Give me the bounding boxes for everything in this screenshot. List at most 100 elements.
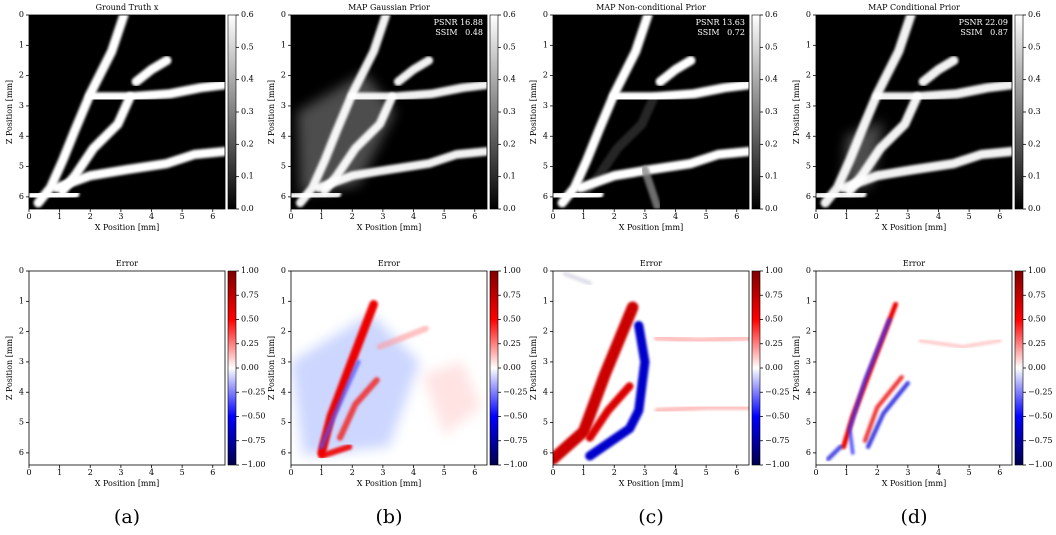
metric-annotation: PSNR 13.63: [696, 18, 745, 27]
x-tick-label: 0: [813, 468, 818, 477]
colorbar-tick-label: 0.75: [503, 290, 521, 299]
y-tick-label: 5: [19, 162, 24, 171]
colorbar: [751, 14, 761, 210]
y-tick-label: 1: [543, 296, 548, 305]
colorbar-tick-label: −0.50: [1028, 412, 1053, 421]
y-tick-label: 5: [19, 418, 24, 427]
colorbar-tick-label: 0.1: [1028, 172, 1041, 181]
x-tick-label: 2: [350, 212, 355, 221]
image: [553, 15, 749, 209]
panel-title: MAP Gaussian Prior: [348, 3, 430, 12]
y-tick-label: 0: [543, 266, 548, 275]
x-tick-label: 4: [936, 212, 941, 221]
x-tick-label: 6: [210, 212, 215, 221]
axes-frame: [815, 14, 1013, 210]
image-feature: [843, 121, 884, 191]
x-tick-label: 2: [88, 468, 93, 477]
y-tick-label: 5: [543, 162, 548, 171]
colorbar-tick-label: 0.50: [241, 315, 259, 324]
x-tick-label: 3: [380, 468, 385, 477]
panel: 0 1 2 3 4 5 6 0 1 2 3 4 5 6 MAP Gaussian Prior X Positi…: [267, 3, 516, 232]
image-feature: [51, 146, 225, 193]
image-feature: [29, 189, 80, 202]
colorbar-tick-label: 0.5: [1028, 42, 1041, 51]
colorbar-tick-label: 0.4: [765, 75, 778, 84]
panel: 0 1 2 3 4 5 6 0 1 2 3 4 5 6 Error X Position [mm] Z Posi…: [792, 259, 1053, 488]
image-feature: [609, 80, 749, 102]
panel-caption: (b): [376, 506, 403, 528]
colorbar-tick-label: 1.00: [765, 266, 783, 275]
colorbar-tick-label: 0.00: [1028, 363, 1046, 372]
colorbar-tick-label: 1.00: [503, 266, 521, 275]
colorbar: [489, 14, 499, 210]
y-tick-label: 2: [281, 71, 286, 80]
x-tick-label: 1: [319, 212, 324, 221]
metric-annotation: SSIM 0.87: [960, 28, 1008, 37]
y-tick-label: 3: [281, 101, 286, 110]
image-feature: [393, 56, 434, 86]
y-tick-label: 3: [19, 357, 24, 366]
x-tick-label: 2: [875, 212, 880, 221]
x-tick-label: 0: [26, 212, 31, 221]
y-tick-label: 6: [806, 192, 811, 201]
metric-annotation: SSIM 0.48: [435, 28, 483, 37]
y-tick-label: 5: [281, 162, 286, 171]
colorbar-tick-label: −0.75: [241, 436, 266, 445]
image-feature: [654, 404, 749, 414]
image-feature: [865, 381, 911, 449]
colorbar-tick-label: −0.25: [241, 387, 266, 396]
image-feature: [553, 189, 604, 202]
colorbar: [1014, 270, 1024, 466]
metric-annotation: PSNR 22.09: [959, 18, 1008, 27]
y-tick-label: 1: [281, 40, 286, 49]
x-axis-label: X Position [mm]: [357, 223, 421, 232]
image-feature: [291, 313, 420, 456]
x-tick-label: 3: [118, 468, 123, 477]
y-axis-label: Z Position [mm]: [529, 336, 538, 400]
image-feature: [872, 80, 1012, 102]
x-axis-label: X Position [mm]: [357, 479, 421, 488]
image: [816, 271, 1012, 465]
x-tick-label: 1: [581, 468, 586, 477]
colorbar-tick-label: 0.3: [765, 107, 778, 116]
colorbar-tick-label: 0.50: [503, 315, 521, 324]
colorbar-tick-label: 0.25: [241, 339, 259, 348]
image-feature: [295, 15, 391, 208]
axes-frame: [552, 14, 750, 210]
x-tick-label: 4: [149, 212, 154, 221]
y-tick-label: 4: [281, 131, 286, 140]
colorbar-tick-label: 0.6: [765, 10, 778, 19]
x-tick-label: 5: [967, 212, 972, 221]
panel-caption: (c): [638, 506, 663, 528]
x-axis-label: X Position [mm]: [95, 223, 159, 232]
colorbar-tick-label: 0.3: [503, 107, 516, 116]
y-tick-label: 6: [19, 192, 24, 201]
x-tick-label: 2: [350, 468, 355, 477]
colorbar-tick-label: −0.75: [1028, 436, 1053, 445]
image: [816, 15, 1012, 209]
y-tick-label: 0: [281, 266, 286, 275]
y-tick-label: 1: [19, 296, 24, 305]
colorbar-tick-label: 0.2: [241, 139, 254, 148]
x-tick-label: 6: [997, 468, 1002, 477]
x-tick-label: 5: [442, 468, 447, 477]
x-tick-label: 1: [57, 468, 62, 477]
panel-caption: (a): [114, 506, 140, 528]
y-tick-label: 3: [806, 357, 811, 366]
x-tick-label: 6: [210, 468, 215, 477]
x-tick-label: 1: [844, 468, 849, 477]
image-feature: [820, 15, 916, 208]
image-feature: [653, 334, 749, 345]
colorbar-tick-label: 0.2: [765, 139, 778, 148]
image-feature: [347, 80, 487, 102]
colorbar-tick-label: 0.6: [1028, 10, 1041, 19]
image-feature: [131, 55, 172, 87]
image-feature: [918, 338, 1002, 349]
axes-frame: [28, 14, 226, 210]
panel-title: Error: [116, 259, 138, 268]
y-tick-label: 4: [806, 131, 811, 140]
image-feature: [816, 189, 867, 202]
y-tick-label: 4: [543, 387, 548, 396]
image-feature: [655, 55, 696, 87]
axes-frame: [552, 270, 750, 466]
